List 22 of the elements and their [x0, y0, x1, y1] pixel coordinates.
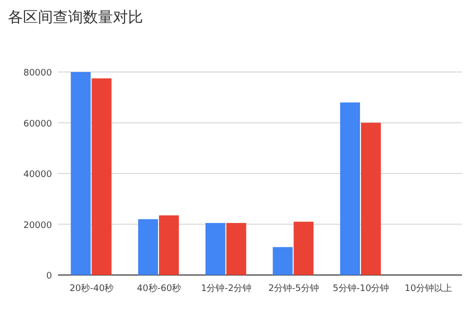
bar [340, 102, 360, 275]
x-tick-label: 40秒-60秒 [136, 283, 182, 294]
bar [272, 247, 293, 275]
bar [361, 122, 381, 275]
bar [226, 222, 246, 275]
bar [138, 219, 158, 275]
bar [159, 215, 179, 275]
x-tick-label: 2分钟-5分钟 [268, 283, 320, 294]
y-tick-label: 60000 [23, 119, 52, 130]
y-tick-label: 40000 [23, 170, 52, 180]
x-tick-label: 1分钟-2分钟 [200, 283, 252, 294]
x-tick-label: 10分钟以上 [404, 283, 452, 294]
bar [294, 222, 314, 275]
y-tick-label: 80000 [23, 68, 52, 78]
bar [70, 72, 91, 275]
x-tick-label: 20秒-40秒 [70, 283, 114, 294]
bar [92, 78, 112, 275]
chart-title: 各区间查询数量对比 [8, 8, 143, 26]
bar [205, 222, 226, 275]
y-tick-label: 0 [46, 272, 52, 282]
y-tick-label: 20000 [23, 220, 52, 231]
x-tick-label: 5分钟-10分钟 [332, 283, 390, 294]
